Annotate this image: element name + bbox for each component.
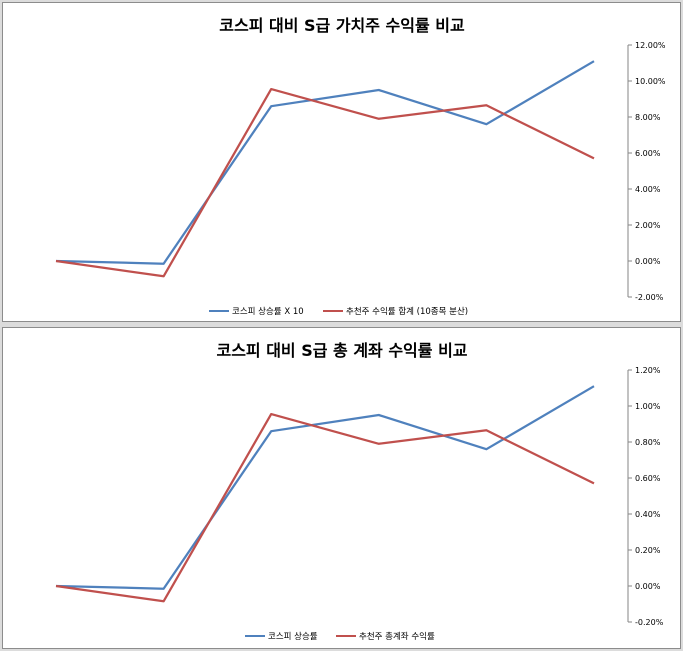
chart-1-y-tick-label: 4.00%: [635, 185, 661, 194]
chart-2-legend-label-2: 추천주 총계좌 수익률: [359, 631, 435, 642]
chart-1-title: 코스피 대비 S급 가치주 수익률 비교: [219, 16, 465, 35]
chart-2-y-tick-label: 0.20%: [635, 546, 661, 555]
chart-2-title: 코스피 대비 S급 총 계좌 수익률 비교: [216, 341, 467, 360]
chart-2-y-tick-label: -0.20%: [635, 618, 664, 627]
chart-1-y-tick-label: 10.00%: [635, 77, 666, 86]
chart-panel-1: 코스피 대비 S급 가치주 수익률 비교 -2.00% 0.00% 2.00% 4.0…: [2, 2, 681, 322]
chart-1-legend-label-1: 코스피 상승률 X 10: [232, 306, 304, 317]
chart-1-series-line-2: [55, 87, 595, 278]
chart-1-y-tick-label: -2.00%: [635, 293, 664, 302]
chart-2-series-line-2: [55, 412, 595, 603]
chart-2-y-tick-label: 0.60%: [635, 474, 661, 483]
chart-panel-2: 코스피 대비 S급 총 계좌 수익률 비교 -0.20% 0.00% 0.20% 0.…: [2, 327, 681, 649]
chart-2-y-tick-label: 1.20%: [635, 366, 661, 375]
chart-1-y-tick-label: 2.00%: [635, 221, 661, 230]
chart-1-y-tick-label: 6.00%: [635, 149, 661, 158]
chart-2-svg: 코스피 대비 S급 총 계좌 수익률 비교 -0.20% 0.00% 0.20% 0.…: [55, 341, 664, 642]
chart-2-y-tick-label: 1.00%: [635, 402, 661, 411]
chart-1-legend-label-2: 추천주 수익률 합계 (10종목 분산): [346, 306, 468, 317]
chart-2-legend-label-1: 코스피 상승률: [268, 631, 318, 642]
chart-2-y-tick-label: 0.00%: [635, 582, 661, 591]
chart-1-series-line-1: [55, 60, 595, 265]
chart-2-y-tick-label: 0.40%: [635, 510, 661, 519]
chart-2-series-line-1: [55, 385, 595, 590]
chart-1-y-tick-label: 12.00%: [635, 41, 666, 50]
chart-2-y-tick-label: 0.80%: [635, 438, 661, 447]
chart-1-svg: 코스피 대비 S급 가치주 수익률 비교 -2.00% 0.00% 2.00% 4.0…: [55, 16, 666, 317]
chart-1-y-tick-label: 8.00%: [635, 113, 661, 122]
chart-1-y-tick-label: 0.00%: [635, 257, 661, 266]
